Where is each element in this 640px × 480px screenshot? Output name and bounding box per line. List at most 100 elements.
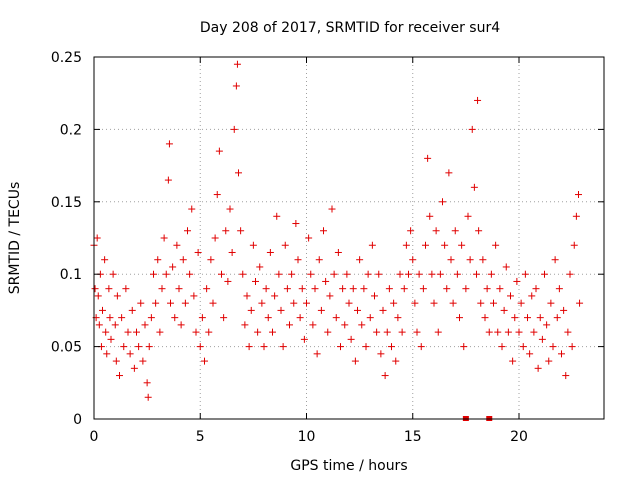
x-tick-label: 15	[404, 429, 422, 445]
data-point	[330, 270, 338, 278]
data-point	[298, 285, 306, 293]
data-point	[215, 147, 223, 155]
data-point	[532, 285, 540, 293]
data-point	[118, 314, 126, 322]
data-point	[436, 270, 444, 278]
data-point	[354, 306, 361, 314]
data-point	[555, 285, 563, 293]
data-point	[120, 343, 128, 351]
data-point	[528, 292, 536, 300]
data-point	[551, 256, 559, 264]
data-point	[356, 256, 364, 264]
data-point	[167, 299, 174, 307]
data-point	[141, 321, 149, 329]
data-point	[103, 350, 111, 358]
y-tick-labels: 0 0.05 0.1 0.15 0.2 0.25	[51, 50, 82, 428]
data-point	[349, 285, 357, 293]
data-point	[385, 285, 393, 293]
data-point	[294, 256, 302, 264]
data-point	[177, 321, 185, 329]
chart-title: Day 208 of 2017, SRMTID for receiver sur…	[200, 20, 500, 36]
data-point	[300, 335, 308, 343]
data-point	[390, 299, 398, 307]
data-point	[128, 306, 136, 314]
data-point	[243, 292, 251, 300]
data-point	[490, 299, 497, 307]
data-point	[320, 227, 327, 235]
data-point	[449, 299, 457, 307]
data-point	[317, 306, 325, 314]
data-point	[511, 314, 519, 322]
data-point	[347, 335, 355, 343]
data-point	[292, 220, 300, 228]
data-point	[252, 277, 259, 285]
data-point	[144, 393, 152, 401]
data-point	[445, 169, 453, 177]
data-point	[475, 227, 483, 235]
data-point	[277, 306, 285, 314]
data-point	[160, 234, 168, 242]
data-point	[271, 292, 279, 300]
data-point	[162, 270, 170, 278]
data-point	[326, 292, 334, 300]
data-point	[112, 357, 120, 365]
data-point	[113, 292, 121, 300]
data-point	[102, 328, 110, 336]
data-point	[99, 306, 106, 314]
data-point	[526, 350, 534, 358]
data-point	[239, 270, 247, 278]
data-point	[513, 277, 521, 285]
data-point	[474, 96, 482, 104]
x-tick-label: 0	[90, 429, 99, 445]
data-point	[504, 328, 512, 336]
data-point	[519, 343, 527, 351]
data-point	[279, 343, 287, 351]
data-point	[213, 191, 221, 199]
y-tick-label: 0.15	[51, 195, 82, 211]
data-point	[451, 227, 459, 235]
data-point	[184, 227, 191, 235]
x-tick-label: 10	[298, 429, 316, 445]
data-point	[106, 314, 114, 322]
data-point	[165, 140, 173, 148]
data-point	[171, 314, 179, 322]
data-point	[541, 270, 548, 278]
data-point	[517, 299, 525, 307]
data-point	[364, 270, 372, 278]
data-point	[456, 314, 463, 322]
data-point	[343, 270, 351, 278]
data-point	[95, 321, 103, 329]
data-point	[373, 328, 381, 336]
data-point	[116, 372, 123, 380]
data-point	[409, 256, 417, 264]
data-point	[173, 241, 181, 249]
data-point	[273, 212, 281, 220]
data-point	[190, 292, 198, 300]
data-point	[413, 328, 421, 336]
data-point	[192, 328, 200, 336]
data-point	[358, 321, 366, 329]
data-point	[194, 248, 202, 256]
data-point	[515, 328, 523, 336]
data-point	[411, 299, 419, 307]
data-point	[158, 285, 166, 293]
data-point	[201, 357, 208, 365]
data-point	[366, 314, 374, 322]
data-point	[400, 285, 408, 293]
data-point	[196, 343, 204, 351]
data-point	[566, 270, 574, 278]
data-point	[415, 270, 423, 278]
data-point	[560, 306, 568, 314]
data-point	[205, 328, 213, 336]
data-point	[264, 314, 272, 322]
data-point	[332, 314, 340, 322]
data-point	[562, 372, 570, 380]
data-point	[428, 270, 436, 278]
data-point	[507, 292, 514, 300]
data-point	[543, 321, 551, 329]
x-tick-labels: 0 5 10 15 20	[90, 429, 528, 445]
data-point	[137, 299, 145, 307]
data-point	[209, 299, 217, 307]
data-point	[122, 285, 130, 293]
x-tick-label: 20	[510, 429, 528, 445]
